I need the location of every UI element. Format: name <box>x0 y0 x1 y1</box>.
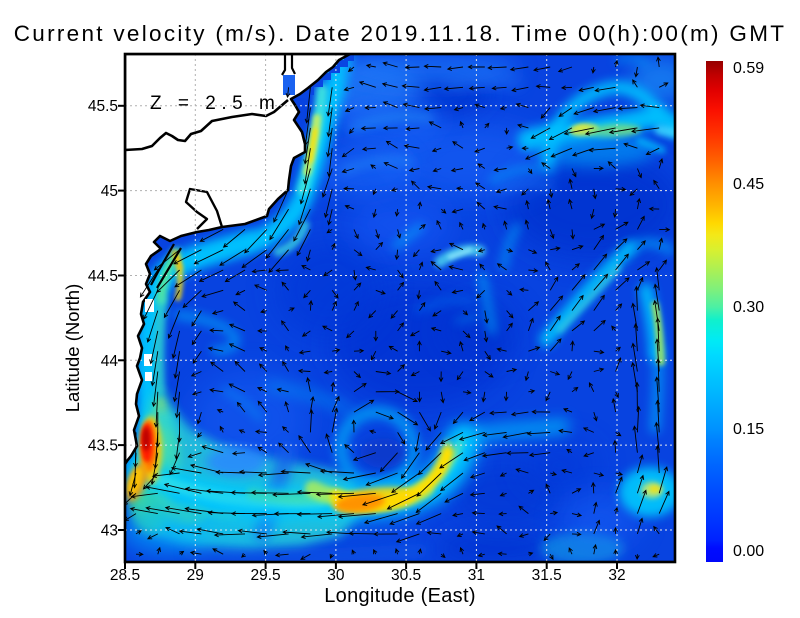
svg-text:45: 45 <box>101 183 118 200</box>
svg-text:29: 29 <box>187 567 204 584</box>
svg-text:31: 31 <box>468 567 485 584</box>
svg-text:30: 30 <box>327 567 345 584</box>
svg-text:0.45: 0.45 <box>733 176 764 193</box>
svg-text:43: 43 <box>101 523 118 540</box>
svg-text:45.5: 45.5 <box>88 98 118 115</box>
svg-text:Latitude (North): Latitude (North) <box>62 284 83 413</box>
svg-text:31.5: 31.5 <box>532 567 562 584</box>
svg-text:Z = 2.5 m: Z = 2.5 m <box>150 93 280 114</box>
svg-text:30.5: 30.5 <box>391 567 421 584</box>
svg-text:44.5: 44.5 <box>88 268 118 285</box>
svg-text:44: 44 <box>101 353 119 370</box>
svg-text:Current velocity (m/s). Date 2: Current velocity (m/s). Date 2019.11.18.… <box>14 21 787 46</box>
svg-text:43.5: 43.5 <box>88 438 118 455</box>
svg-text:0.00: 0.00 <box>733 543 764 560</box>
svg-text:Longitude (East): Longitude (East) <box>324 585 476 607</box>
svg-text:29.5: 29.5 <box>251 567 281 584</box>
svg-text:0.59: 0.59 <box>733 60 764 77</box>
svg-text:28.5: 28.5 <box>110 567 140 584</box>
svg-text:32: 32 <box>608 567 625 584</box>
svg-text:0.30: 0.30 <box>733 299 764 316</box>
svg-text:0.15: 0.15 <box>733 421 764 438</box>
